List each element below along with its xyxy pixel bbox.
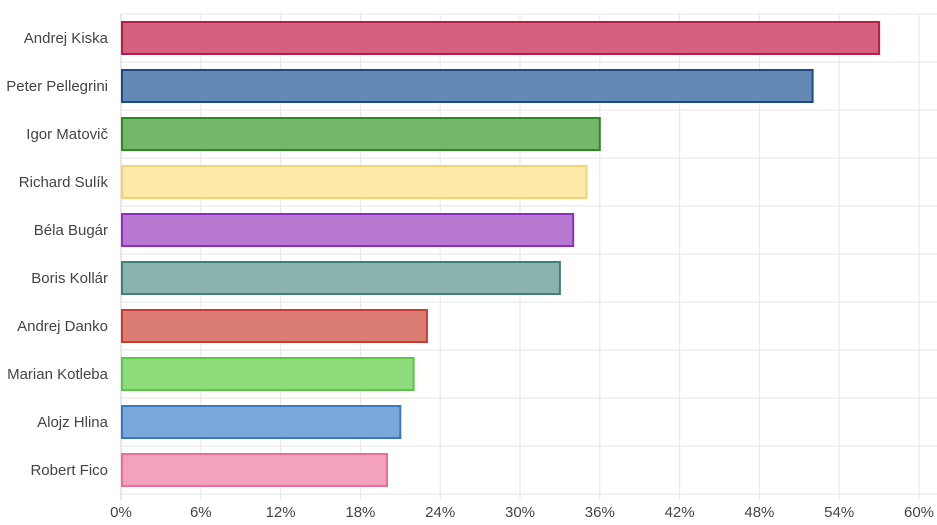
category-label: Boris Kollár (31, 270, 108, 287)
bar (121, 21, 881, 55)
bar (121, 405, 402, 439)
category-label: Andrej Kiska (24, 30, 109, 47)
bar (121, 69, 814, 103)
bar (121, 261, 561, 295)
bars (121, 21, 881, 487)
x-tick-label: 48% (744, 504, 774, 521)
x-tick-label: 42% (665, 504, 695, 521)
category-label: Richard Sulík (19, 174, 109, 191)
x-tick-label: 12% (266, 504, 296, 521)
category-labels: Andrej Kiska Peter Pellegrini Igor Matovič… (6, 30, 108, 479)
bar (121, 117, 601, 151)
x-tick-label: 24% (425, 504, 455, 521)
x-tick-label: 6% (190, 504, 212, 521)
bar (121, 309, 428, 343)
x-axis-ticks: 0% 6% 12% 18% 24% 30% 36% 42% 48% 54% 60% (110, 504, 934, 521)
bar (121, 213, 575, 247)
category-label: Igor Matovič (26, 126, 108, 143)
category-label: Marian Kotleba (7, 366, 109, 383)
bar (121, 453, 388, 487)
x-tick-label: 18% (345, 504, 375, 521)
category-label: Robert Fico (30, 462, 108, 479)
category-label: Peter Pellegrini (6, 78, 108, 95)
x-tick-label: 36% (585, 504, 615, 521)
category-label: Béla Bugár (34, 222, 108, 239)
x-tick-label: 30% (505, 504, 535, 521)
bar (121, 357, 415, 391)
x-tick-label: 0% (110, 504, 132, 521)
x-tick-label: 54% (824, 504, 854, 521)
category-label: Andrej Danko (17, 318, 108, 335)
x-tick-label: 60% (904, 504, 934, 521)
bar (121, 165, 588, 199)
category-label: Alojz Hlina (37, 414, 109, 431)
